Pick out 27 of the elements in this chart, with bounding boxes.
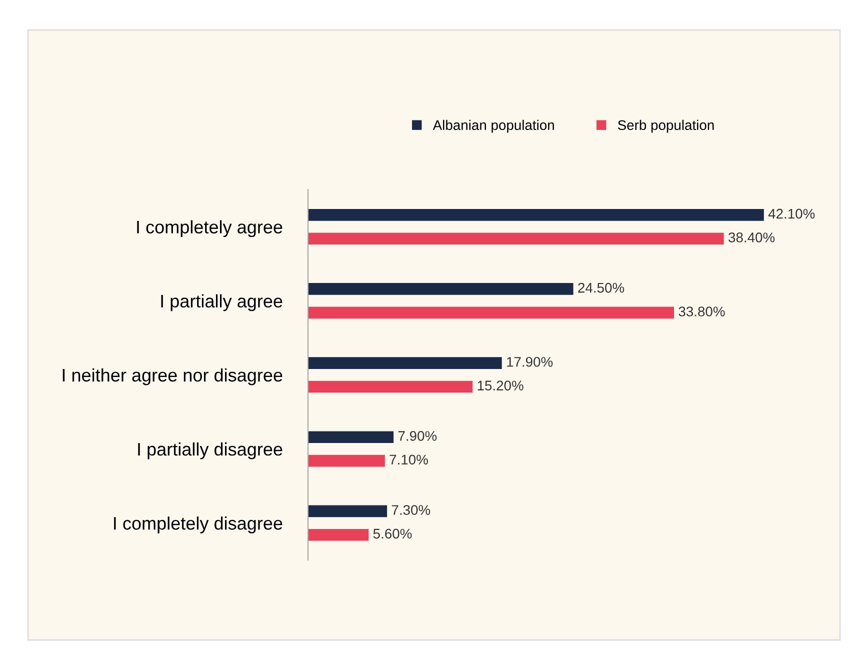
- y-tick-label: I neither agree nor disagree: [62, 368, 282, 386]
- bar: [308, 431, 394, 444]
- bar: [308, 380, 473, 393]
- data-label: 33.80%: [678, 306, 725, 316]
- data-label: 42.10%: [768, 208, 815, 219]
- y-tick-label: I partially disagree: [138, 442, 282, 460]
- data-label: 7.90%: [398, 431, 437, 441]
- bar: [308, 528, 369, 541]
- data-label: 17.90%: [507, 356, 553, 367]
- data-label: 7.10%: [390, 454, 428, 465]
- bar: [308, 208, 764, 221]
- bar: [308, 454, 385, 467]
- data-label: 15.20%: [478, 380, 524, 390]
- legend-label: Albanian population: [432, 120, 554, 133]
- bar: [308, 357, 502, 369]
- data-label: 38.40%: [728, 232, 775, 242]
- y-tick-label: I partially agree: [161, 294, 282, 312]
- legend-label: Serb population: [618, 120, 714, 133]
- bar: [308, 306, 674, 319]
- bar: [308, 232, 724, 245]
- bar: [308, 505, 388, 518]
- data-label: 24.50%: [578, 282, 624, 293]
- data-label: 5.60%: [373, 528, 412, 539]
- y-tick-label: I completely disagree: [114, 516, 282, 534]
- y-tick-label: I completely agree: [137, 220, 282, 238]
- bar: [308, 283, 574, 295]
- data-label: 7.30%: [392, 505, 430, 515]
